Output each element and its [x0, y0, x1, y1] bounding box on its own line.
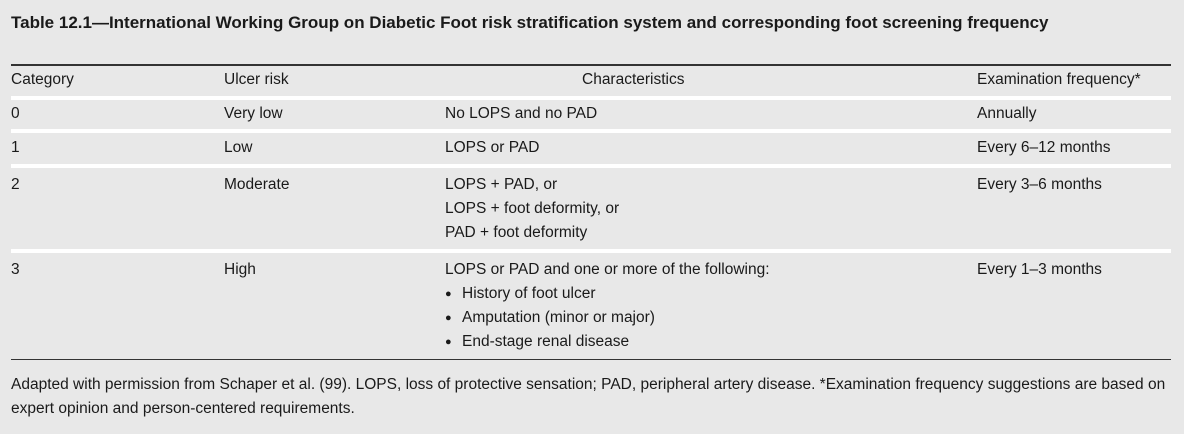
header-examination-frequency: Examination frequency* [977, 71, 1141, 88]
row-0-risk: Very low [224, 105, 283, 122]
header-characteristics: Characteristics [582, 71, 685, 88]
row-3-category: 3 [11, 261, 20, 278]
characteristic-line: LOPS + foot deformity, or [445, 200, 620, 217]
bullet-item: History of foot ulcer [445, 282, 770, 306]
top-rule [11, 64, 1171, 66]
row-separator [11, 96, 1171, 100]
row-0-frequency: Annually [977, 105, 1037, 122]
bottom-rule [11, 359, 1171, 360]
row-separator [11, 129, 1171, 133]
row-separator [11, 249, 1171, 253]
table-footnote: Adapted with permission from Schaper et … [11, 376, 1166, 417]
characteristic-line: LOPS + PAD, or [445, 176, 558, 193]
row-1-characteristics: LOPS or PAD [445, 136, 539, 160]
header-category: Category [11, 71, 74, 88]
bullet-item: End-stage renal disease [445, 330, 770, 354]
characteristic-line: No LOPS and no PAD [445, 105, 598, 122]
row-3-risk: High [224, 261, 256, 278]
characteristic-line: PAD + foot deformity [445, 224, 588, 241]
row-2-characteristics: LOPS + PAD, or LOPS + foot deformity, or… [445, 173, 619, 245]
row-0-characteristics: No LOPS and no PAD [445, 102, 597, 126]
row-1-frequency: Every 6–12 months [977, 139, 1111, 156]
row-2-category: 2 [11, 176, 20, 193]
row-1-risk: Low [224, 139, 253, 156]
row-separator [11, 164, 1171, 168]
row-2-risk: Moderate [224, 176, 290, 193]
table-title: Table 12.1—International Working Group o… [11, 13, 1049, 32]
row-0-category: 0 [11, 105, 20, 122]
row-1-category: 1 [11, 139, 20, 156]
bullet-item: Amputation (minor or major) [445, 306, 770, 330]
characteristic-line: LOPS or PAD and one or more of the follo… [445, 261, 770, 278]
row-3-frequency: Every 1–3 months [977, 261, 1102, 278]
header-ulcer-risk: Ulcer risk [224, 71, 289, 88]
characteristic-line: LOPS or PAD [445, 139, 540, 156]
row-2-frequency: Every 3–6 months [977, 176, 1102, 193]
row-3-characteristics: LOPS or PAD and one or more of the follo… [445, 258, 770, 354]
